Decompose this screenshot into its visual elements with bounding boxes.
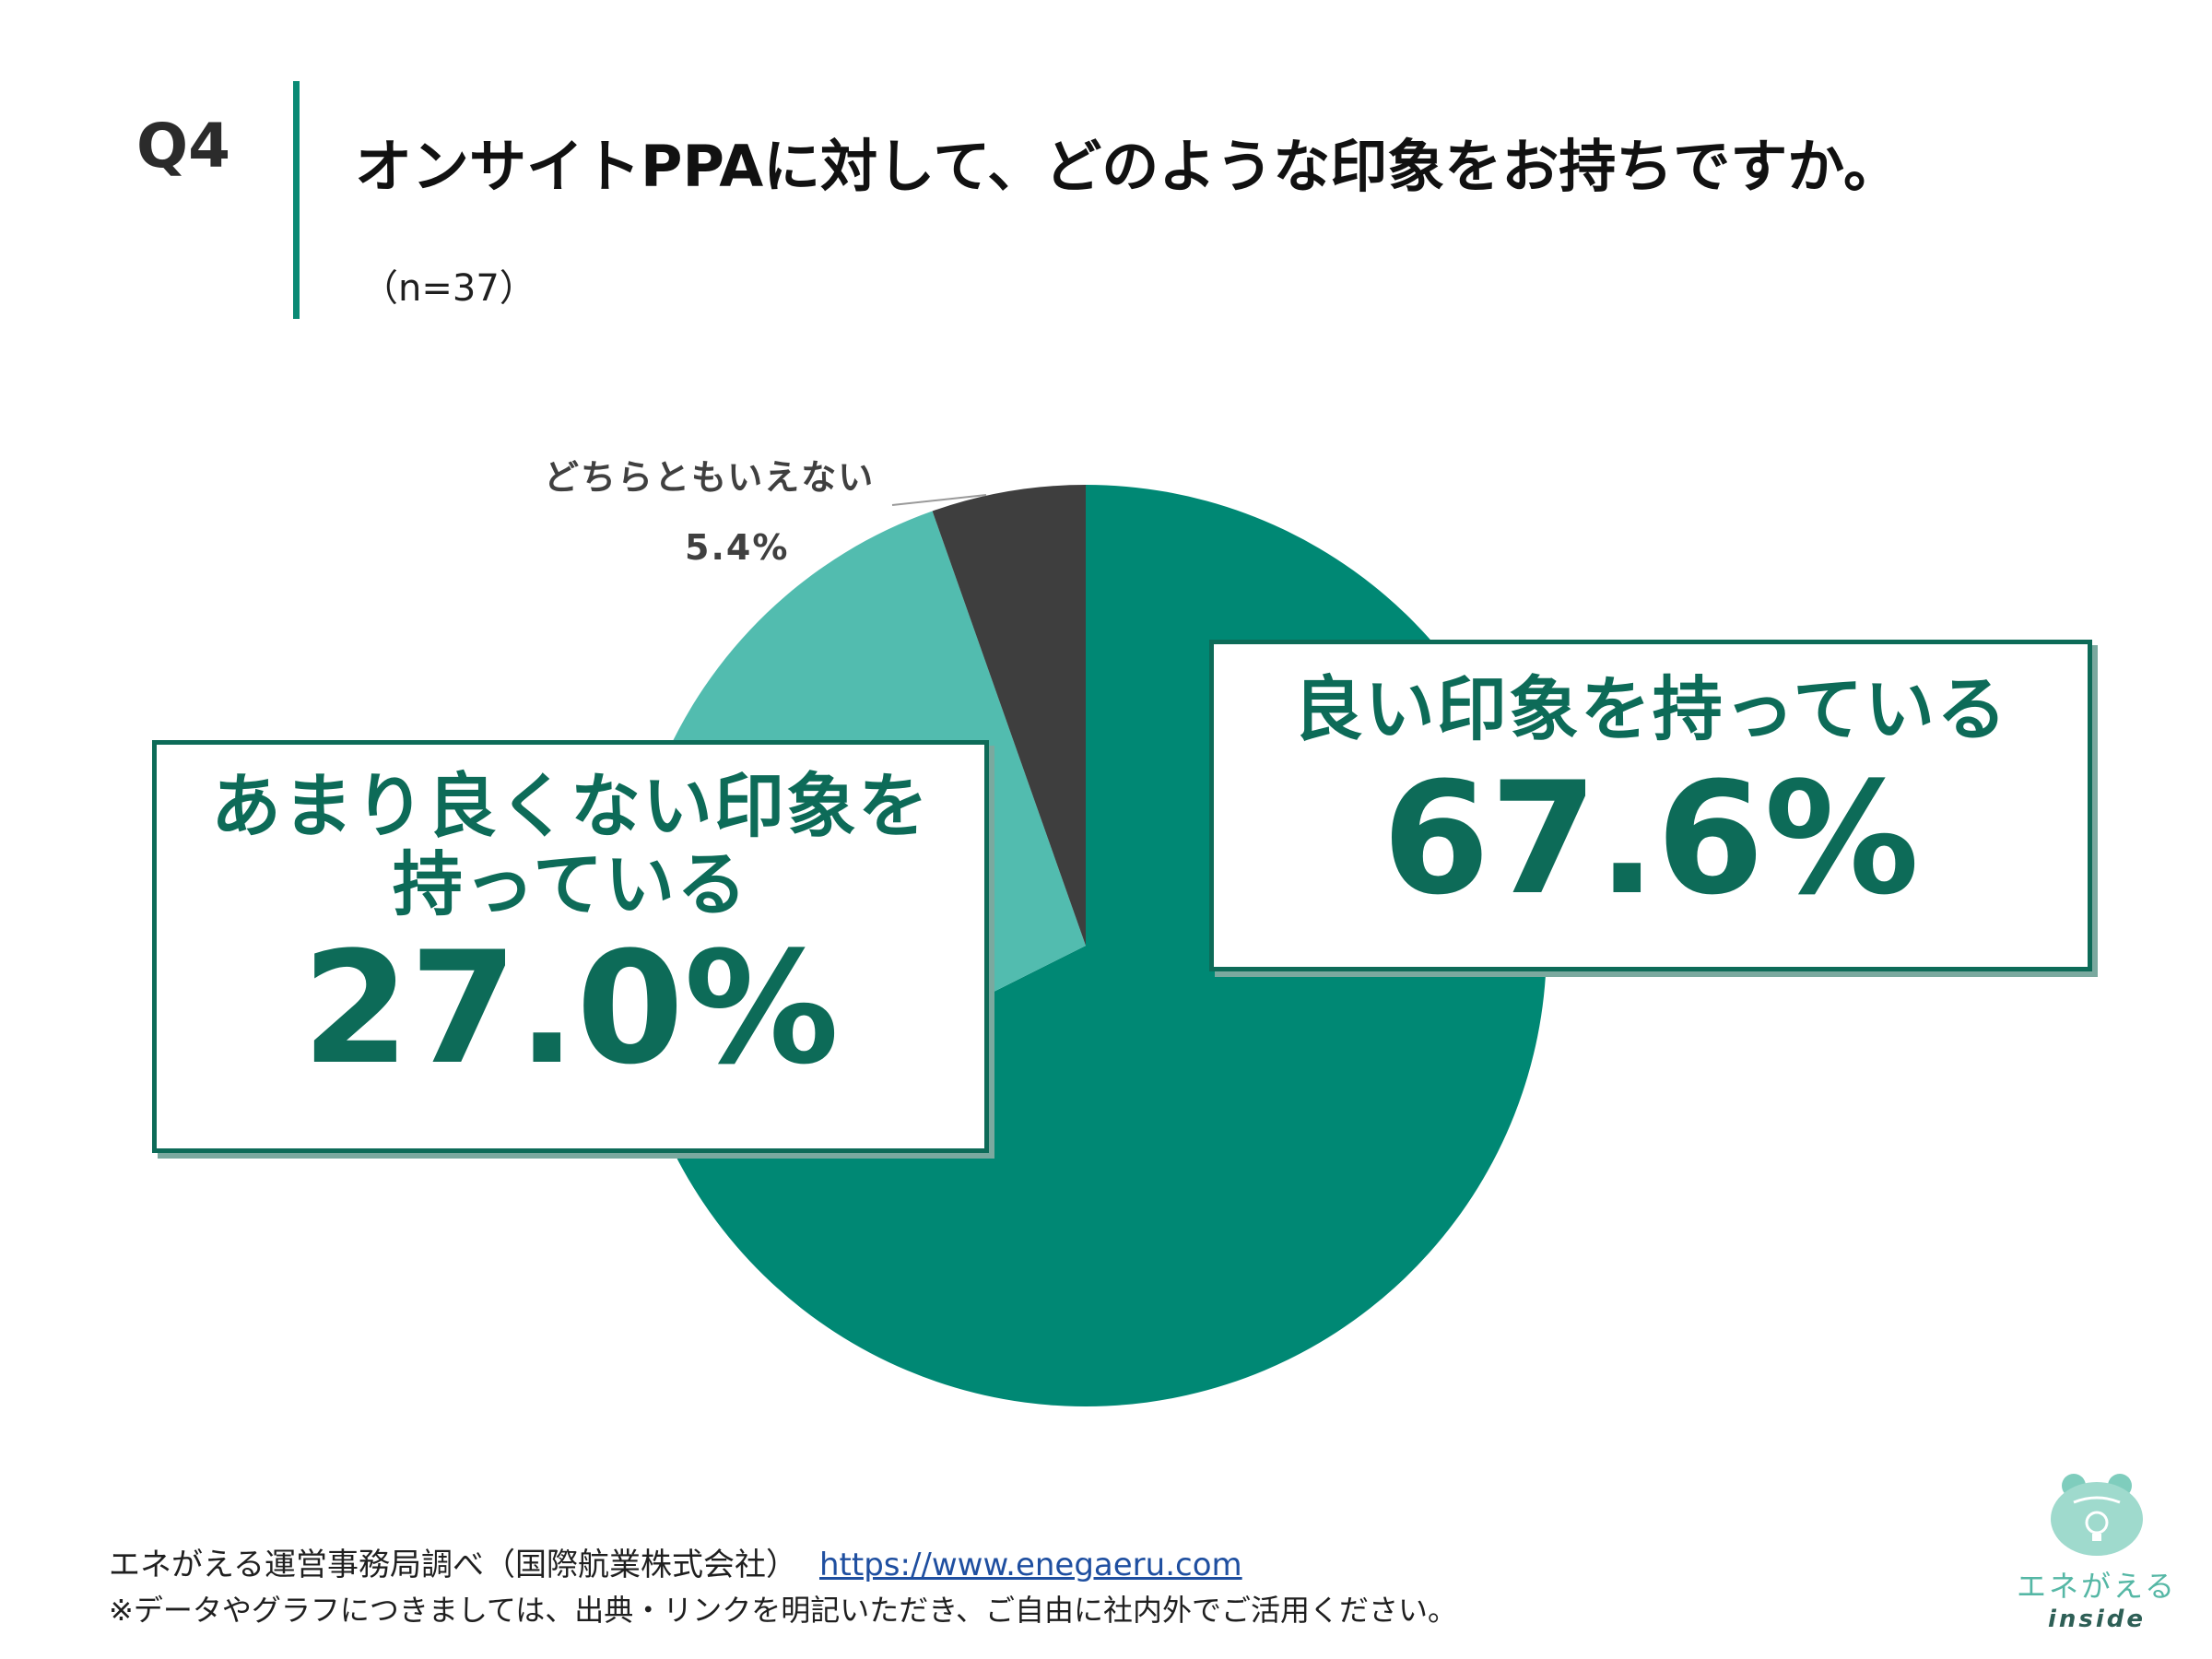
- logo-name: エネがえる: [2016, 1569, 2178, 1604]
- frog-bulb-logo-icon: [2051, 1474, 2143, 1556]
- source-line: エネがえる運営事務局調べ（国際航業株式会社） https://www.enegae…: [109, 1539, 1242, 1584]
- pie-slice-3: [932, 485, 1086, 946]
- title-divider: [293, 81, 300, 319]
- callout-good: 良い印象を持っている 67.6%: [1209, 640, 2092, 971]
- notgood-category-label: あまり良くない印象を持っている: [211, 765, 930, 926]
- good-category-label: 良い印象を持っている: [1292, 668, 2009, 750]
- notgood-value-label: 27.0%: [301, 918, 840, 1100]
- sample-size: （n=37）: [361, 267, 536, 310]
- neutral-value-label: 5.4%: [685, 527, 790, 568]
- question-number: Q4: [136, 111, 231, 182]
- neutral-leader-line: [891, 494, 987, 506]
- neutral-category-label: どちらともいえない: [544, 457, 876, 498]
- page-title: オンサイトPPAに対して、どのような印象をお持ちですか。: [355, 133, 1900, 200]
- callout-not-good: あまり良くない印象を持っている 27.0%: [152, 740, 989, 1153]
- good-value-label: 67.6%: [1382, 748, 1920, 930]
- logo-subtitle: inside: [2047, 1606, 2147, 1633]
- brand-logo: エネがえる inside: [2009, 1465, 2184, 1650]
- source-link[interactable]: https://www.enegaeru.com: [818, 1547, 1242, 1583]
- usage-note: ※データやグラフにつきましては、出典・リンクを明記いただき、ご自由に社内外でご活…: [109, 1593, 1457, 1628]
- source-text: エネがえる運営事務局調べ（国際航業株式会社）: [109, 1547, 797, 1583]
